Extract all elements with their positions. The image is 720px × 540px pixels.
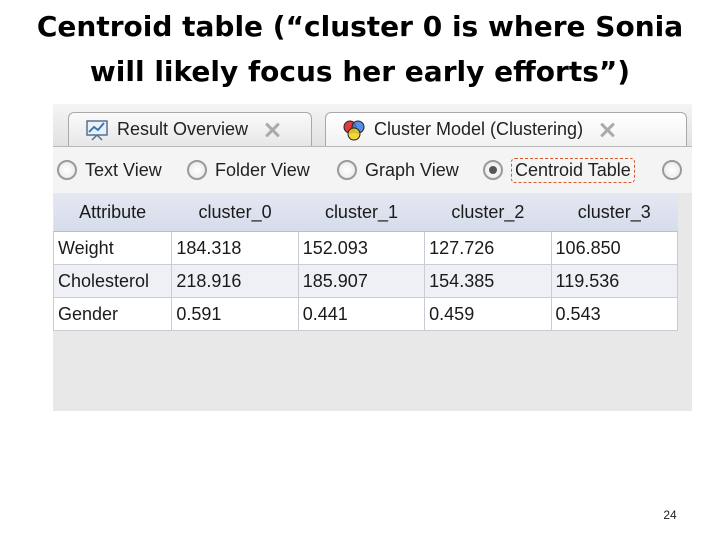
- result-overview-icon: [86, 119, 108, 141]
- radio-button[interactable]: [57, 160, 77, 180]
- table-row[interactable]: Gender 0.591 0.441 0.459 0.543: [53, 297, 679, 331]
- view-option-graph[interactable]: Graph View: [337, 147, 459, 193]
- table-cell: Weight: [53, 231, 173, 265]
- tab-cluster-model[interactable]: Cluster Model (Clustering): [325, 112, 687, 146]
- column-header[interactable]: cluster_2: [424, 193, 552, 232]
- table-cell: 0.543: [550, 297, 679, 331]
- table-cell: 119.536: [550, 264, 679, 298]
- column-header[interactable]: cluster_3: [551, 193, 678, 232]
- table-cell: Gender: [53, 297, 173, 331]
- radio-button[interactable]: [337, 160, 357, 180]
- table-cell: 185.907: [297, 264, 426, 298]
- radio-button[interactable]: [187, 160, 207, 180]
- column-header[interactable]: cluster_0: [171, 193, 299, 232]
- table-cell: 154.385: [424, 264, 552, 298]
- tab-result-overview[interactable]: Result Overview: [68, 112, 312, 146]
- table-cell: 0.591: [171, 297, 299, 331]
- radio-button-selected[interactable]: [483, 160, 503, 180]
- table-cell: Cholesterol: [53, 264, 173, 298]
- view-option-more[interactable]: [662, 147, 690, 193]
- view-option-label: Text View: [85, 159, 162, 180]
- view-option-centroid-table[interactable]: Centroid Table: [483, 147, 635, 193]
- view-option-label: Centroid Table: [511, 157, 635, 183]
- column-header[interactable]: cluster_1: [298, 193, 425, 232]
- tab-result-overview-label: Result Overview: [117, 119, 249, 139]
- view-option-text[interactable]: Text View: [57, 147, 162, 193]
- cluster-model-icon: [343, 120, 365, 140]
- radio-button[interactable]: [662, 160, 682, 180]
- slide-title-line-1: Centroid table (“cluster 0 is where Soni…: [36, 10, 684, 43]
- table-cell: 106.850: [550, 231, 679, 265]
- tab-strip: Result Overview Cluster Model (Clusterin…: [53, 104, 692, 147]
- close-icon[interactable]: [264, 122, 280, 138]
- table-row[interactable]: Weight 184.318 152.093 127.726 106.850: [53, 231, 679, 265]
- table-row[interactable]: Cholesterol 218.916 185.907 154.385 119.…: [53, 264, 679, 298]
- slide-title: Centroid table (“cluster 0 is where Soni…: [0, 4, 720, 94]
- table-cell: 184.318: [171, 231, 299, 265]
- view-option-label: Graph View: [365, 159, 459, 180]
- view-option-label: Folder View: [215, 159, 310, 180]
- page-number: 24: [663, 508, 677, 522]
- tab-cluster-model-label: Cluster Model (Clustering): [374, 119, 584, 139]
- centroid-table: Attribute cluster_0 cluster_1 cluster_2 …: [53, 193, 679, 331]
- view-selector: Text View Folder View Graph View Centroi…: [53, 147, 692, 193]
- column-header[interactable]: Attribute: [53, 193, 172, 232]
- table-cell: 0.441: [297, 297, 426, 331]
- close-icon[interactable]: [599, 122, 615, 138]
- table-cell: 127.726: [424, 231, 552, 265]
- table-cell: 152.093: [297, 231, 426, 265]
- table-header-row: Attribute cluster_0 cluster_1 cluster_2 …: [53, 193, 678, 232]
- table-cell: 218.916: [171, 264, 299, 298]
- view-option-folder[interactable]: Folder View: [187, 147, 310, 193]
- table-cell: 0.459: [424, 297, 552, 331]
- slide-title-line-2: will likely focus her early efforts”): [89, 55, 631, 88]
- rapidminer-results-panel: Result Overview Cluster Model (Clusterin…: [53, 104, 692, 411]
